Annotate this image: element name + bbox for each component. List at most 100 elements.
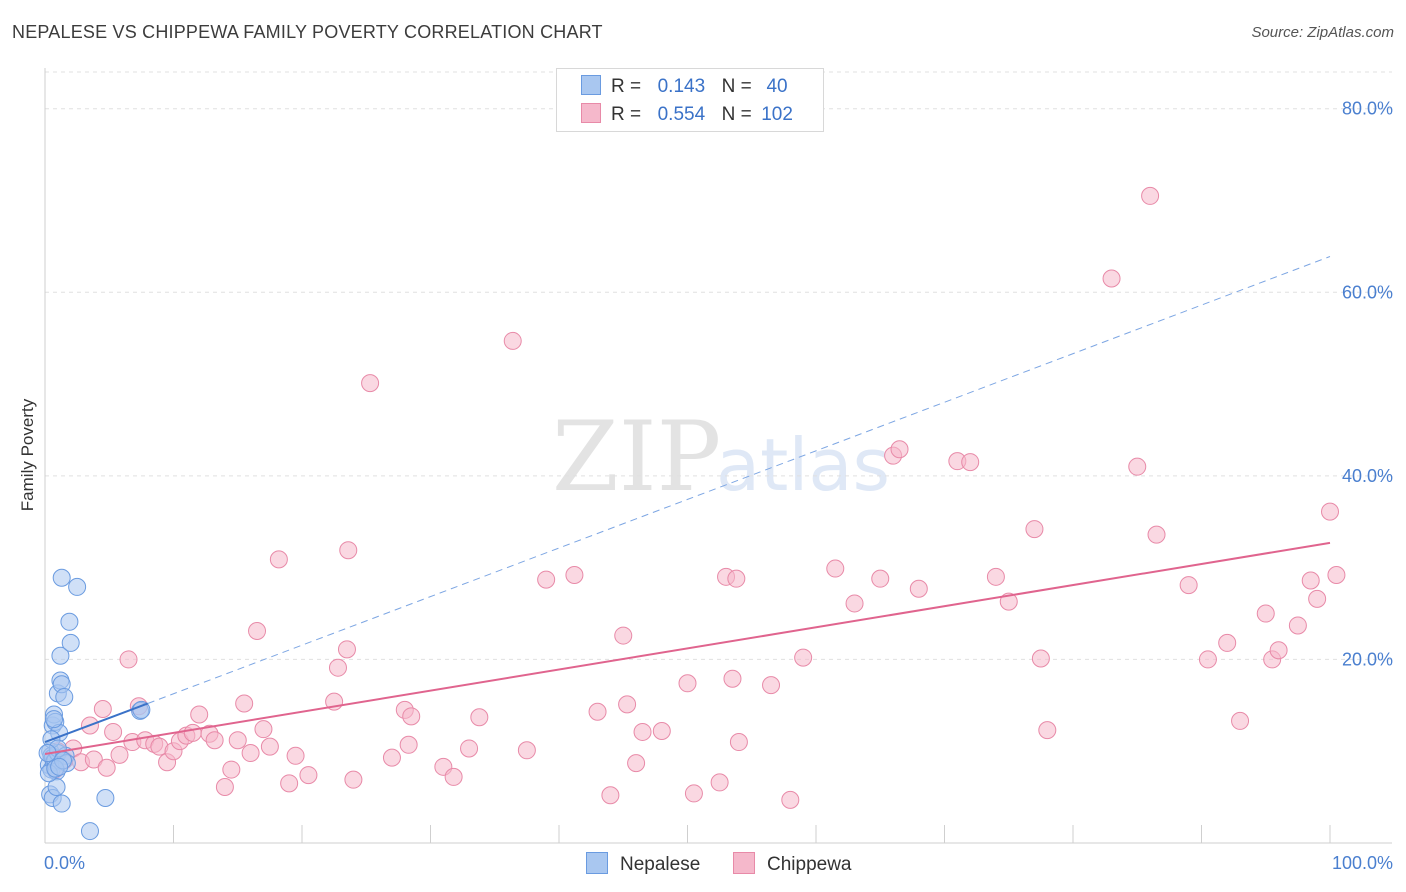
chippewa-point — [710, 773, 729, 792]
y-tick-label: 20.0% — [1342, 649, 1393, 669]
chippewa-point — [1321, 502, 1339, 521]
chart-title: NEPALESE VS CHIPPEWA FAMILY POVERTY CORR… — [12, 22, 603, 42]
nepalese-trend-line — [44, 702, 149, 743]
n-value: 40 — [766, 76, 788, 97]
chippewa-point — [1269, 641, 1288, 660]
chippewa-point — [84, 750, 103, 769]
chippewa-point — [871, 569, 890, 588]
y-tick-label: 80.0% — [1342, 99, 1393, 119]
chippewa-point — [999, 592, 1018, 611]
legend-row-chippewa: R = 0.554 N = 102 — [581, 103, 797, 127]
chippewa-point — [986, 567, 1005, 586]
legend-item-nepalese[interactable]: Nepalese — [586, 852, 700, 876]
chippewa-point — [618, 695, 637, 714]
chippewa-point — [1179, 576, 1198, 595]
watermark-zip: ZIP — [552, 401, 721, 513]
chippewa-point — [652, 722, 671, 741]
nepalese-point — [68, 577, 87, 596]
chippewa-point — [909, 579, 928, 598]
r-label: R = — [611, 76, 642, 97]
r-value: 0.143 — [657, 76, 706, 97]
chippewa-point — [601, 786, 620, 805]
r-label: R = — [611, 104, 642, 125]
trend-lines — [147, 256, 1331, 704]
chippewa-point — [1025, 520, 1044, 539]
y-tick-label: 40.0% — [1342, 466, 1393, 486]
r-value: 0.554 — [657, 104, 706, 125]
chippewa-point — [1218, 633, 1237, 652]
chippewa-point — [517, 741, 536, 760]
chippewa-point — [205, 731, 224, 750]
nepalese-swatch — [581, 75, 601, 95]
chippewa-point — [215, 778, 234, 797]
chippewa-point — [269, 550, 288, 569]
nepalese-trend-extension — [147, 256, 1331, 704]
nepalese-point — [80, 822, 99, 841]
chippewa-point — [286, 746, 305, 765]
chippewa-point — [444, 767, 463, 786]
chippewa-point — [1198, 650, 1217, 669]
n-label: N = — [721, 76, 752, 97]
chippewa-point — [248, 621, 267, 640]
chippewa-point — [1288, 616, 1307, 635]
chippewa-point — [183, 723, 202, 742]
chippewa-point — [627, 754, 646, 773]
chippewa-point — [826, 559, 845, 578]
x-tick-label: 100.0% — [1332, 853, 1393, 873]
chippewa-point — [241, 744, 260, 763]
chippewa-point — [1031, 649, 1050, 668]
n-value: 102 — [761, 104, 793, 125]
chippewa-point — [762, 676, 781, 695]
chippewa-point — [110, 745, 129, 764]
chippewa-point — [228, 731, 247, 750]
chippewa-point — [399, 735, 418, 754]
chippewa-point — [382, 748, 401, 767]
chippewa-point — [537, 570, 556, 589]
legend-item-chippewa[interactable]: Chippewa — [733, 852, 852, 876]
chippewa-point — [845, 594, 864, 613]
nepalese-point — [44, 710, 63, 729]
watermark-atlas: atlas — [716, 423, 890, 507]
y-tick-label: 60.0% — [1342, 282, 1393, 302]
chippewa-point — [337, 640, 356, 659]
nepalese-swatch — [586, 852, 608, 874]
nepalese-point — [51, 646, 70, 665]
stats-legend: R = 0.143 N = 40 R = 0.554 N = 102 — [556, 68, 824, 132]
chippewa-point — [361, 374, 380, 393]
nepalese-point — [55, 688, 74, 707]
chippewa-point — [1231, 711, 1250, 730]
chippewa-point — [729, 733, 748, 752]
chippewa-point — [1038, 721, 1057, 740]
nepalese-point — [96, 789, 115, 808]
source-label: Source: ZipAtlas.com — [1251, 24, 1394, 41]
chippewa-point — [961, 453, 980, 472]
chippewa-point — [119, 650, 138, 669]
chippewa-point — [402, 707, 421, 726]
legend-row-nepalese: R = 0.143 N = 40 — [581, 75, 797, 99]
grid — [45, 71, 1392, 660]
chippewa-point — [104, 722, 123, 741]
chippewa-point — [503, 331, 522, 350]
chippewa-point — [614, 626, 633, 645]
chippewa-point — [781, 790, 800, 809]
chippewa-point — [588, 702, 607, 721]
chippewa-point — [684, 784, 703, 803]
x-tick-label: 0.0% — [44, 853, 85, 873]
chippewa-point — [254, 720, 273, 739]
legend-label: Chippewa — [767, 854, 852, 875]
chippewa-point — [678, 674, 697, 693]
chippewa-point — [565, 565, 584, 584]
chippewa-point — [339, 541, 358, 560]
chippewa-point — [1308, 589, 1327, 608]
chippewa-point — [890, 440, 909, 459]
watermark: ZIP atlas — [552, 401, 890, 513]
chippewa-point — [260, 737, 279, 756]
chippewa-point — [93, 699, 112, 718]
chippewa-point — [723, 669, 742, 688]
chippewa-point — [727, 569, 746, 588]
n-label: N = — [721, 104, 752, 125]
chippewa-point — [280, 774, 299, 793]
nepalese-point — [50, 757, 69, 776]
chippewa-point — [97, 758, 116, 777]
